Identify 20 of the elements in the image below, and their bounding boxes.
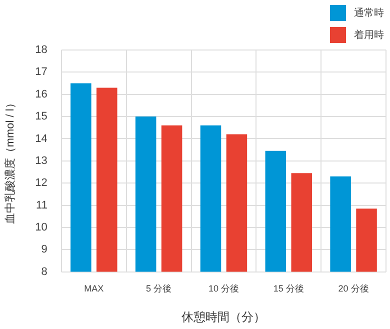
y-axis-title: 血中乳酸濃度（mmol / l） <box>4 98 17 224</box>
x-tick-label: 10 分後 <box>208 284 239 294</box>
y-tick-label: 16 <box>35 88 48 100</box>
x-tick-label: MAX <box>84 284 104 294</box>
legend-label: 通常時 <box>354 6 384 20</box>
y-tick-label: 8 <box>41 266 48 278</box>
y-tick-label: 13 <box>35 154 48 167</box>
y-tick-label: 15 <box>35 110 48 123</box>
y-tick-label: 18 <box>35 44 48 56</box>
x-axis-title: 休憩時間（分） <box>182 310 266 324</box>
y-tick-label: 9 <box>41 244 48 256</box>
y-tick-label: 14 <box>35 132 48 145</box>
y-tick-label: 17 <box>35 66 48 78</box>
x-tick-label: 5 分後 <box>146 284 172 294</box>
y-tick-label: 12 <box>35 177 48 190</box>
legend-label: 着用時 <box>354 28 384 42</box>
x-tick-label: 20 分後 <box>338 284 369 294</box>
x-tick-label: 15 分後 <box>273 284 304 294</box>
y-tick-label: 10 <box>35 221 48 234</box>
y-tick-label: 11 <box>36 199 48 212</box>
